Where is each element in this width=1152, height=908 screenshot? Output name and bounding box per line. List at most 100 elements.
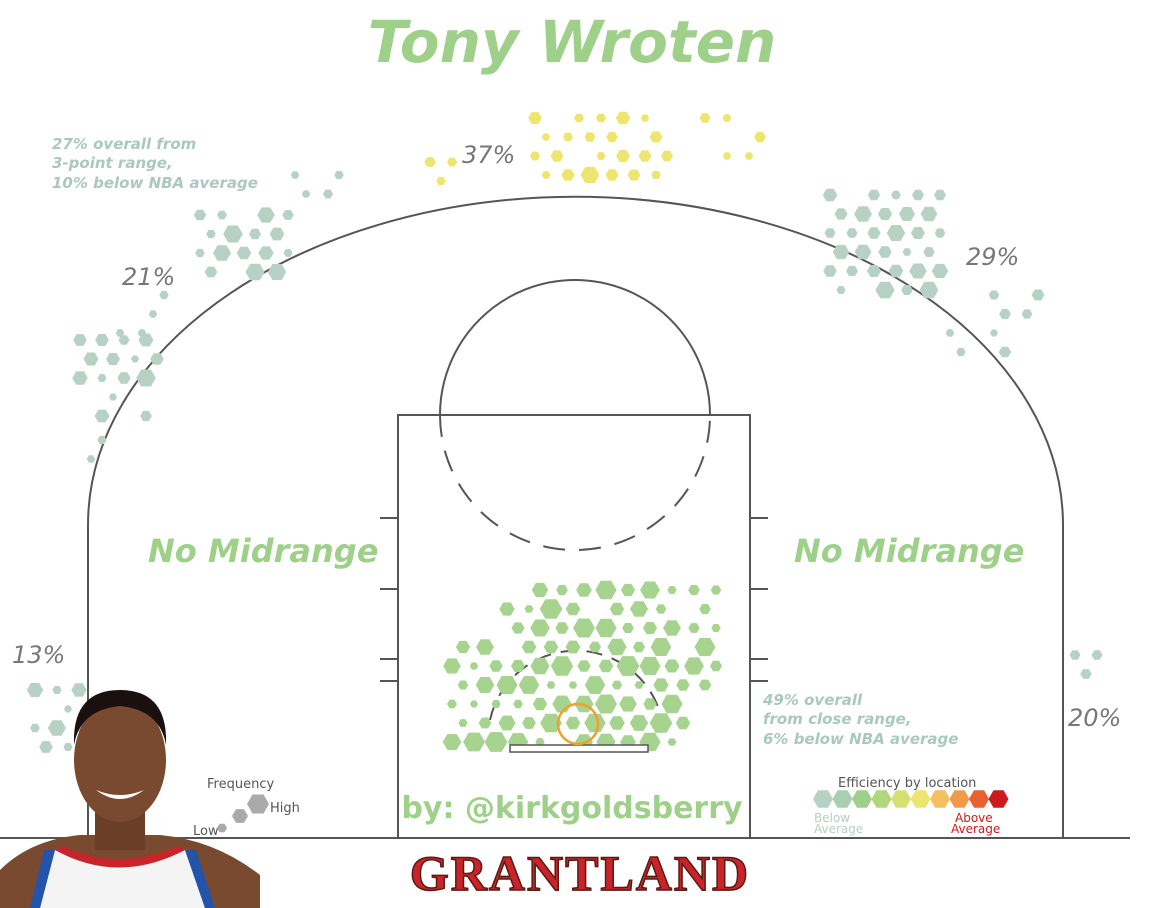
hex [634, 681, 644, 689]
efficiency-hexes [813, 790, 1009, 808]
hex [633, 641, 645, 653]
hex [213, 245, 231, 261]
trim [30, 850, 215, 908]
hex [469, 662, 479, 670]
hex [97, 436, 107, 444]
hex [722, 152, 732, 160]
hex [611, 680, 623, 690]
note-line: 6% below NBA average [763, 730, 958, 748]
hex [616, 150, 630, 162]
hex [115, 329, 125, 337]
hex [546, 681, 556, 689]
hex [595, 580, 617, 600]
hex [584, 132, 596, 142]
title: Tony Wroten [368, 8, 777, 76]
hex [94, 409, 110, 423]
hex [573, 618, 595, 638]
hex [539, 599, 563, 619]
hex [513, 699, 523, 709]
hex [622, 623, 634, 633]
hex [836, 286, 846, 294]
hex [699, 113, 711, 123]
legend-above: Average [951, 822, 1000, 836]
hex [684, 657, 704, 675]
hexes [26, 111, 1103, 753]
hex [541, 171, 551, 179]
hex [86, 455, 96, 463]
hex [627, 169, 641, 181]
hex [629, 715, 649, 731]
hex [1080, 669, 1092, 679]
hex [910, 790, 931, 808]
hex [667, 586, 677, 594]
hex [832, 790, 853, 808]
hex [39, 741, 53, 753]
hex [834, 208, 848, 220]
zone-label: 20% [1068, 704, 1121, 732]
hex [532, 697, 548, 711]
hex [664, 659, 680, 673]
hex [109, 393, 117, 401]
hex [561, 169, 575, 181]
hex [206, 229, 216, 239]
hex [643, 698, 657, 710]
hex [458, 719, 468, 727]
hex [909, 263, 927, 279]
legend-title: Efficiency by location [838, 776, 976, 791]
hex [744, 152, 754, 160]
hex [334, 170, 344, 180]
hex [530, 657, 550, 675]
hex [999, 308, 1011, 320]
hex [823, 265, 837, 277]
legend-below: Below [814, 811, 850, 825]
hex [945, 329, 955, 337]
hex [424, 157, 436, 167]
hex [457, 680, 469, 690]
hex [934, 189, 946, 201]
hex [710, 585, 722, 595]
hex [605, 169, 619, 181]
hex [846, 265, 858, 277]
hex [535, 738, 545, 746]
hex [118, 335, 130, 345]
jersey [40, 850, 205, 908]
hex [607, 638, 627, 656]
hex [877, 207, 893, 221]
hex [886, 225, 906, 241]
backboard [509, 744, 649, 753]
hex [688, 585, 700, 595]
smile [96, 790, 144, 799]
hex [496, 675, 518, 695]
hex [63, 743, 73, 751]
brand: GRANTLAND [410, 845, 750, 901]
hex [223, 225, 243, 243]
hex [555, 622, 569, 634]
hex [137, 329, 147, 337]
hex [574, 113, 584, 123]
legend-low: Low [193, 824, 219, 839]
hex [552, 695, 572, 713]
hex [655, 604, 667, 614]
hex [595, 618, 617, 638]
hex [463, 732, 485, 752]
hex [443, 658, 461, 674]
hex [476, 639, 494, 655]
hex [616, 656, 640, 676]
hex [923, 247, 935, 257]
hex [956, 347, 966, 357]
head [74, 698, 166, 822]
hex [919, 281, 939, 299]
hex [1069, 650, 1081, 660]
hex [589, 641, 601, 653]
hex [584, 676, 606, 694]
hex [867, 265, 881, 277]
hash-marks [380, 517, 768, 682]
hex [710, 660, 722, 672]
hex [651, 170, 661, 180]
hex [491, 700, 501, 708]
hex [661, 150, 673, 162]
hex [920, 206, 938, 222]
note-line: 3-point range, [52, 154, 173, 172]
hex [899, 207, 915, 221]
hex [48, 720, 66, 736]
